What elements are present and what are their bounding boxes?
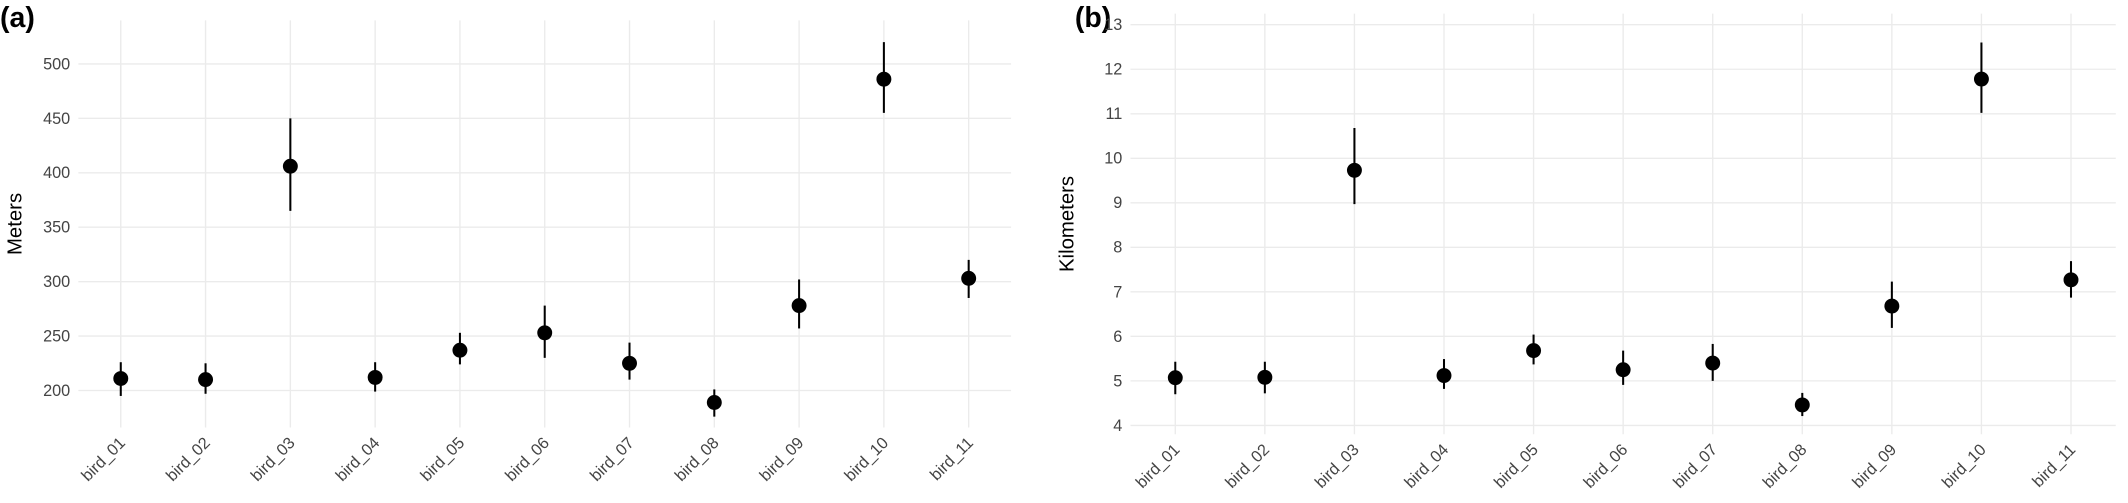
x-tick-label: bird_09 xyxy=(1849,441,1900,492)
point xyxy=(1973,71,1989,87)
y-axis-title: Kilometers xyxy=(1057,176,1079,272)
point xyxy=(876,71,892,87)
point xyxy=(622,355,637,371)
point xyxy=(1346,162,1362,178)
x-tick-label: bird_01 xyxy=(78,434,129,485)
point xyxy=(1167,370,1183,386)
point xyxy=(791,298,807,314)
y-tick-label: 450 xyxy=(43,110,70,128)
x-tick-label: bird_07 xyxy=(1670,441,1721,492)
point xyxy=(1705,355,1721,371)
point xyxy=(1794,397,1810,413)
y-tick-label: 250 xyxy=(43,328,70,346)
x-tick-label: bird_05 xyxy=(1491,441,1542,492)
y-tick-label: 500 xyxy=(43,55,70,73)
point xyxy=(706,395,722,410)
point xyxy=(198,372,214,388)
x-tick-label: bird_06 xyxy=(1580,441,1631,492)
x-tick-label: bird_11 xyxy=(927,434,977,484)
y-tick-label: 7 xyxy=(1113,283,1122,301)
x-tick-label: bird_08 xyxy=(671,434,722,485)
x-tick-label: bird_06 xyxy=(502,434,553,485)
x-tick-label: bird_04 xyxy=(1401,441,1452,492)
x-tick-label: bird_02 xyxy=(163,434,214,485)
x-tick-label: bird_03 xyxy=(1312,441,1363,492)
y-tick-label: 8 xyxy=(1113,239,1122,257)
y-tick-label: 300 xyxy=(43,273,70,291)
x-tick-label: bird_07 xyxy=(587,434,638,485)
x-tick-label: bird_05 xyxy=(417,434,468,485)
panel-title: (b) xyxy=(1075,2,1111,34)
point xyxy=(452,342,468,358)
y-tick-label: 13 xyxy=(1104,16,1122,34)
x-tick-label: bird_09 xyxy=(756,434,807,485)
point xyxy=(1884,298,1900,314)
y-tick-label: 400 xyxy=(43,164,70,182)
y-axis-title: Meters xyxy=(4,193,26,255)
point xyxy=(282,158,298,174)
x-tick-label: bird_08 xyxy=(1759,441,1810,492)
x-tick-label: bird_01 xyxy=(1132,441,1183,492)
x-tick-label: bird_02 xyxy=(1222,441,1273,492)
x-tick-label: bird_10 xyxy=(1939,441,1990,492)
x-tick-label: bird_11 xyxy=(2029,441,2079,491)
y-tick-label: 11 xyxy=(1105,105,1122,123)
point xyxy=(1257,369,1273,385)
point xyxy=(1436,368,1452,384)
y-tick-label: 10 xyxy=(1104,150,1122,168)
x-tick-label: bird_03 xyxy=(248,434,299,485)
panel-title: (a) xyxy=(0,2,35,34)
y-tick-label: 9 xyxy=(1113,194,1122,212)
y-tick-label: 200 xyxy=(43,382,70,400)
point xyxy=(537,325,553,341)
y-tick-label: 5 xyxy=(1113,372,1122,390)
point xyxy=(2063,272,2079,288)
y-tick-label: 4 xyxy=(1113,417,1122,435)
y-tick-label: 12 xyxy=(1104,61,1122,79)
point xyxy=(367,369,383,385)
point xyxy=(113,371,129,386)
point xyxy=(1615,362,1631,378)
y-tick-label: 6 xyxy=(1113,328,1122,346)
y-tick-label: 350 xyxy=(43,219,70,237)
point xyxy=(1526,343,1542,359)
point xyxy=(961,270,977,286)
x-tick-label: bird_04 xyxy=(332,434,383,485)
x-tick-label: bird_10 xyxy=(841,434,892,485)
